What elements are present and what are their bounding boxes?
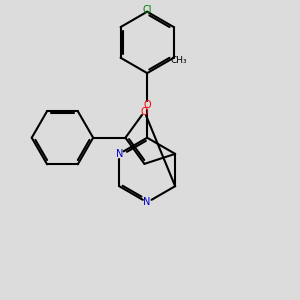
Text: CH₃: CH₃	[170, 56, 187, 65]
Text: Cl: Cl	[142, 5, 152, 15]
Text: O: O	[141, 106, 148, 117]
Text: N: N	[116, 149, 123, 159]
Text: O: O	[143, 100, 151, 110]
Text: N: N	[143, 197, 151, 207]
